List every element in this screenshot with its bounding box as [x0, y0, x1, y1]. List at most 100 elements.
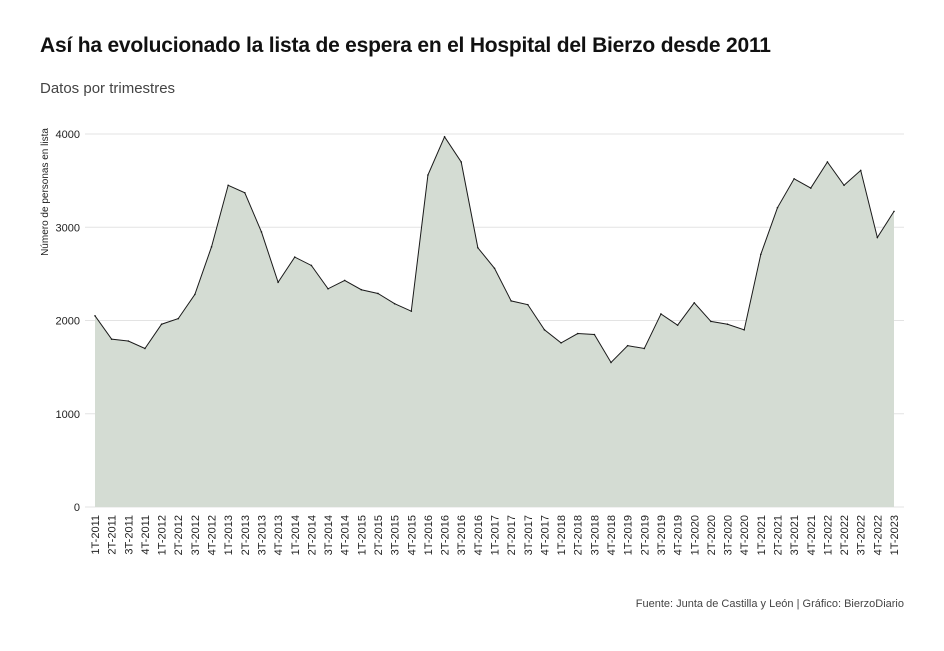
x-tick-label: 4T-2014 [340, 515, 352, 555]
x-tick-label: 1T-2021 [756, 515, 768, 555]
x-tick-label: 3T-2012 [190, 515, 202, 555]
x-tick-label: 3T-2014 [323, 515, 335, 555]
x-tick-label: 2T-2015 [373, 515, 385, 555]
x-axis-ticks: 1T-2011 2T-2011 3T-2011 4T-2011 1T-2012 2T-20… [90, 515, 901, 555]
y-axis-label: Número de personas en lista [40, 128, 51, 256]
x-tick-label: 1T-2011 [90, 515, 102, 555]
data-point [343, 279, 346, 282]
data-point [643, 347, 646, 350]
x-tick-label: 1T-2012 [157, 515, 169, 555]
data-point [743, 329, 745, 331]
x-tick-label: 3T-2016 [456, 515, 468, 555]
data-point [626, 344, 629, 347]
data-point [277, 281, 279, 284]
y-tick-label: 3000 [56, 222, 80, 234]
data-point [327, 287, 329, 290]
data-point [593, 333, 596, 336]
x-tick-label: 2T-2012 [173, 515, 185, 555]
x-tick-label: 1T-2023 [889, 515, 901, 555]
data-point [477, 246, 479, 249]
data-point [693, 301, 696, 304]
x-tick-label: 2T-2018 [573, 515, 585, 555]
x-tick-label: 3T-2018 [589, 515, 601, 555]
x-tick-label: 3T-2011 [123, 515, 135, 555]
data-point [776, 206, 779, 209]
data-point [793, 177, 795, 180]
data-point [843, 184, 845, 187]
data-point [410, 310, 413, 312]
x-tick-label: 3T-2022 [856, 515, 868, 555]
x-tick-label: 3T-2019 [656, 515, 668, 555]
area-fill [95, 136, 894, 508]
data-point [393, 302, 396, 305]
data-point [726, 323, 729, 326]
data-point [194, 293, 196, 296]
data-point [710, 320, 712, 323]
x-tick-label: 2T-2011 [107, 515, 119, 555]
data-point [660, 313, 662, 315]
chart-subtitle: Datos por trimestres [40, 80, 176, 97]
x-tick-label: 3T-2020 [723, 515, 735, 555]
data-point [526, 303, 529, 306]
area-series [94, 135, 895, 508]
x-tick-label: 1T-2022 [822, 515, 834, 555]
data-point [493, 267, 496, 270]
data-point [543, 329, 546, 331]
data-point [377, 292, 379, 295]
x-tick-label: 1T-2019 [623, 515, 635, 555]
x-tick-label: 2T-2017 [506, 515, 518, 555]
chart-title: Así ha evolucionado la lista de espera e… [40, 34, 771, 57]
data-point [460, 161, 463, 163]
x-tick-label: 2T-2014 [306, 515, 318, 555]
data-point [859, 169, 862, 172]
data-point [360, 288, 363, 291]
data-point [510, 300, 512, 302]
x-tick-label: 2T-2020 [706, 515, 718, 555]
data-point [826, 161, 829, 163]
x-tick-label: 4T-2015 [406, 515, 418, 555]
data-point [576, 332, 579, 335]
y-tick-label: 2000 [56, 316, 80, 328]
data-point [260, 231, 263, 233]
y-tick-label: 0 [74, 502, 80, 514]
data-point [610, 361, 612, 364]
x-tick-label: 1T-2014 [290, 515, 302, 555]
data-point [94, 315, 96, 317]
x-tick-label: 1T-2020 [689, 515, 701, 555]
x-tick-label: 4T-2011 [140, 515, 152, 555]
data-point [876, 236, 879, 239]
x-tick-label: 2T-2019 [639, 515, 651, 555]
data-point [560, 342, 562, 344]
data-point [310, 264, 313, 267]
x-tick-label: 4T-2021 [806, 515, 818, 555]
data-point [227, 184, 229, 187]
data-point [427, 174, 429, 176]
data-point [110, 338, 113, 340]
y-axis-ticks: 0 1000 2000 3000 4000 [56, 129, 80, 514]
x-tick-label: 1T-2017 [490, 515, 502, 555]
source-note: Fuente: Junta de Castilla y León | Gráfi… [635, 598, 904, 610]
data-point [210, 246, 213, 248]
x-tick-label: 4T-2012 [207, 515, 219, 555]
x-tick-label: 1T-2013 [223, 515, 235, 555]
x-tick-label: 3T-2017 [523, 515, 535, 555]
x-tick-label: 4T-2022 [872, 515, 884, 555]
x-tick-label: 4T-2019 [673, 515, 685, 555]
data-point [443, 136, 446, 138]
x-tick-label: 2T-2022 [839, 515, 851, 555]
x-tick-label: 2T-2021 [772, 515, 784, 555]
data-point [676, 324, 679, 326]
data-point [760, 253, 762, 256]
data-point [893, 210, 895, 213]
x-tick-label: 3T-2013 [256, 515, 268, 555]
data-point [177, 317, 180, 320]
y-tick-label: 1000 [56, 409, 80, 421]
x-tick-label: 1T-2018 [556, 515, 568, 555]
data-point [244, 191, 246, 194]
x-tick-label: 4T-2017 [539, 515, 551, 555]
x-tick-label: 4T-2018 [606, 515, 618, 555]
x-tick-label: 2T-2016 [440, 515, 452, 555]
data-point [293, 256, 296, 258]
x-tick-label: 1T-2016 [423, 515, 435, 555]
